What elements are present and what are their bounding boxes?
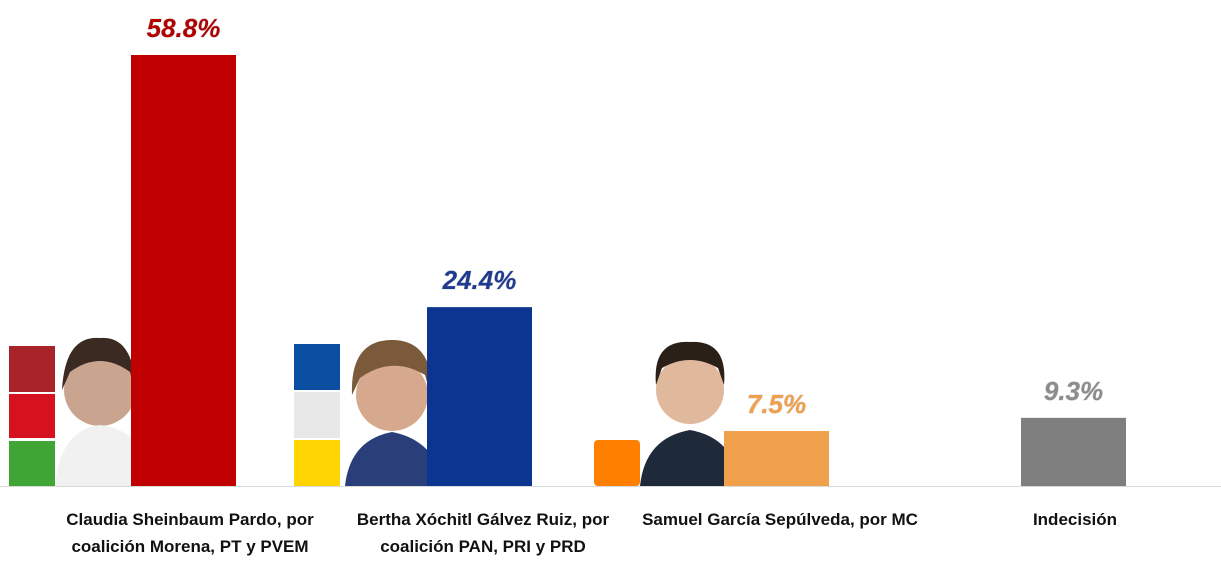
photo-2 (294, 340, 445, 486)
bar (1021, 417, 1126, 486)
category-label: Samuel García Sepúlveda, por MC (642, 510, 918, 529)
value-label: 58.8% (147, 13, 221, 43)
bar (131, 55, 236, 486)
bar (724, 431, 829, 486)
photo-3 (594, 341, 740, 486)
value-label: 9.3% (1044, 376, 1103, 406)
category-label: Claudia Sheinbaum Pardo, por coalición M… (66, 510, 314, 556)
photo-1 (9, 337, 155, 486)
bar (427, 307, 532, 486)
value-label: 24.4% (442, 265, 517, 295)
category-label: Bertha Xóchitl Gálvez Ruiz, por coalició… (356, 510, 610, 556)
value-label: 7.5% (747, 389, 806, 419)
category-label: Indecisión (1032, 510, 1118, 529)
